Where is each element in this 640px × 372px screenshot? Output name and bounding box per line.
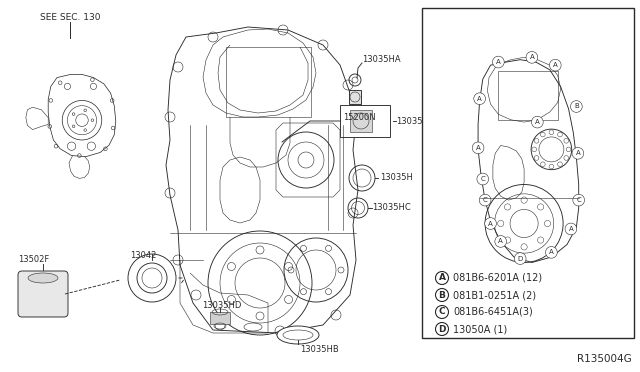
Circle shape: [435, 272, 449, 285]
Text: 15200N: 15200N: [343, 113, 376, 122]
Text: D: D: [438, 324, 445, 334]
Bar: [210, 312, 230, 324]
Circle shape: [531, 116, 543, 128]
Text: 13035: 13035: [396, 116, 422, 125]
Circle shape: [484, 218, 497, 230]
Text: A: A: [549, 249, 554, 255]
Text: 13035HD: 13035HD: [202, 301, 241, 310]
Text: A: A: [575, 150, 580, 156]
Text: 13035HA: 13035HA: [362, 55, 401, 64]
Text: C: C: [483, 197, 488, 203]
Bar: [340, 105, 390, 137]
Circle shape: [515, 253, 526, 264]
Polygon shape: [48, 74, 116, 157]
Text: A: A: [568, 226, 573, 232]
Text: B: B: [438, 291, 445, 299]
Circle shape: [435, 323, 449, 336]
Text: C: C: [577, 197, 581, 203]
Text: A: A: [529, 54, 534, 60]
Circle shape: [545, 247, 557, 258]
Text: A: A: [553, 62, 557, 68]
Text: 081B6-6451A(3): 081B6-6451A(3): [453, 307, 532, 317]
Circle shape: [495, 235, 506, 247]
Text: C: C: [438, 308, 445, 317]
Text: 13035H: 13035H: [380, 173, 413, 183]
FancyBboxPatch shape: [18, 271, 68, 317]
Circle shape: [479, 194, 491, 206]
Bar: [499, 71, 557, 120]
Text: D: D: [518, 256, 523, 262]
Text: 13050A (1): 13050A (1): [453, 324, 508, 334]
Text: 13035HB: 13035HB: [300, 344, 339, 353]
Text: R135004G: R135004G: [577, 354, 632, 364]
Circle shape: [472, 142, 484, 154]
Circle shape: [128, 254, 176, 302]
Circle shape: [435, 289, 449, 301]
Text: 13042: 13042: [130, 250, 156, 260]
Bar: [349, 90, 361, 104]
Text: A: A: [438, 273, 445, 282]
Text: A: A: [499, 238, 503, 244]
Text: SEE SEC. 130: SEE SEC. 130: [40, 13, 100, 22]
Circle shape: [573, 194, 584, 206]
Text: 13502F: 13502F: [18, 256, 49, 264]
Text: 13035HC: 13035HC: [372, 203, 411, 212]
Text: 081B6-6201A (12): 081B6-6201A (12): [453, 273, 542, 283]
Text: A: A: [535, 119, 540, 125]
Ellipse shape: [28, 273, 58, 283]
Text: C: C: [481, 176, 485, 182]
Text: A: A: [488, 221, 493, 227]
Text: A: A: [476, 145, 481, 151]
Bar: [350, 110, 372, 132]
Bar: [226, 47, 311, 117]
Circle shape: [565, 223, 577, 235]
Circle shape: [572, 147, 584, 159]
Polygon shape: [478, 60, 579, 263]
Circle shape: [474, 93, 486, 105]
Circle shape: [526, 51, 538, 63]
Circle shape: [493, 56, 504, 68]
Ellipse shape: [277, 326, 319, 344]
Text: A: A: [496, 59, 500, 65]
Bar: [422, 8, 634, 338]
Circle shape: [435, 305, 449, 318]
Circle shape: [550, 59, 561, 71]
Text: B: B: [574, 103, 579, 109]
Text: A: A: [477, 96, 482, 102]
Circle shape: [477, 173, 488, 185]
Text: 081B1-0251A (2): 081B1-0251A (2): [453, 290, 536, 300]
Polygon shape: [166, 27, 358, 333]
Circle shape: [570, 101, 582, 112]
